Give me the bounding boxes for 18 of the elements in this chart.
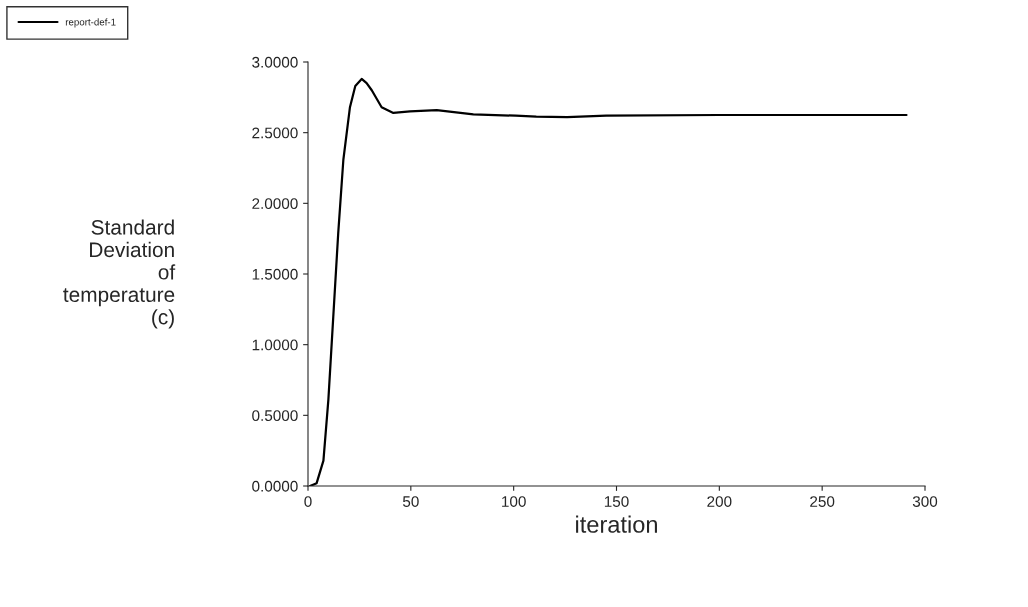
x-tick-label: 150 xyxy=(604,496,629,507)
legend-label: report-def-1 xyxy=(65,18,116,28)
y-tick-label: 0.0000 xyxy=(252,480,298,492)
x-tick-label: 0 xyxy=(304,496,312,507)
y-tick-label: 1.0000 xyxy=(252,339,298,351)
x-axis-title: iteration xyxy=(576,515,657,533)
y-tick-label: 2.0000 xyxy=(252,198,298,210)
x-tick-label: 250 xyxy=(810,496,835,507)
x-tick-label: 300 xyxy=(912,496,938,507)
y-tick-label: 2.5000 xyxy=(252,127,298,139)
x-tick-label: 100 xyxy=(502,496,526,507)
y-axis-title: Standard Deviation of temperature (c) xyxy=(63,219,176,329)
y-tick-label: 1.5000 xyxy=(252,268,298,280)
line-series xyxy=(308,77,908,486)
y-tick-label: 0.5000 xyxy=(252,410,298,422)
x-tick-label: 50 xyxy=(402,496,419,507)
y-tick-label: 3.0000 xyxy=(252,56,298,68)
x-tick-label: 200 xyxy=(707,496,732,507)
